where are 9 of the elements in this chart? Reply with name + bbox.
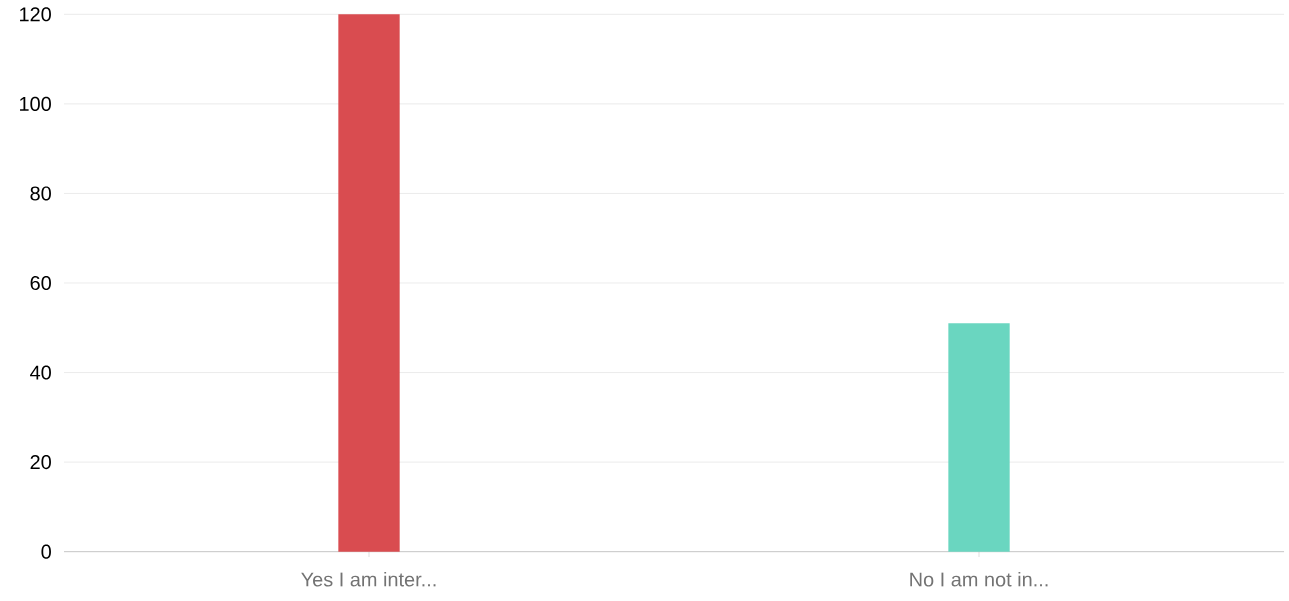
y-tick-label: 120 xyxy=(20,7,51,22)
y-tick-label: 40 xyxy=(30,365,51,380)
y-tick-label: 60 xyxy=(30,275,51,291)
y-tick-label: 80 xyxy=(30,186,51,201)
x-tick-label: Yes I am inter... xyxy=(301,571,436,587)
x-tick-label: No I am not in... xyxy=(910,571,1048,587)
y-tick-label: 100 xyxy=(20,96,51,111)
y-tick-label: 20 xyxy=(30,455,51,470)
y-tick-label: 0 xyxy=(41,544,51,559)
